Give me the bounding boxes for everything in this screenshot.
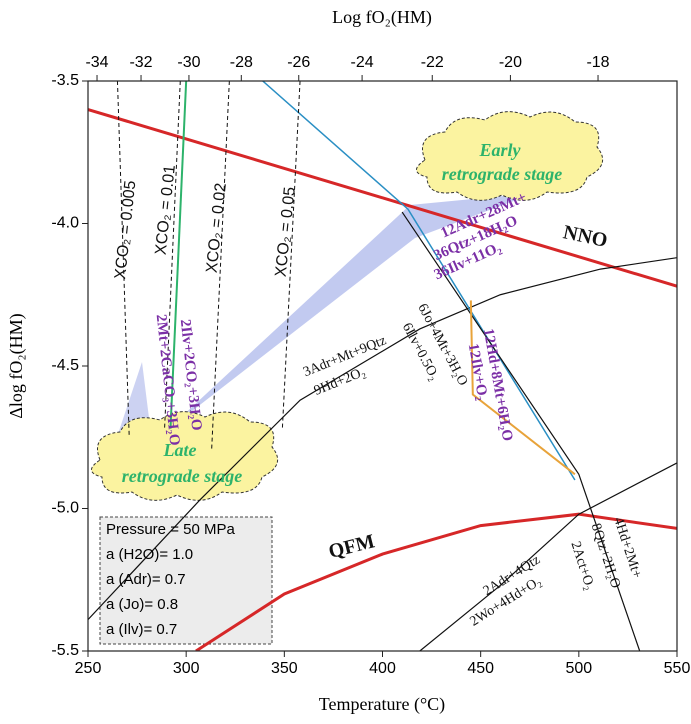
y-tick-label: -5.0 [51,500,79,517]
x-tick-label: 350 [271,660,298,677]
x2-tick-label: -24 [351,54,374,71]
annotation: XCO₂ = 0.05 [273,186,299,278]
boundary-line [164,81,181,429]
x2-axis-title: Log fO₂(HM) [332,7,432,28]
annotation: Late [163,440,197,460]
x-axis-title: Temperature (°C) [319,694,445,715]
x2-tick-label: -30 [177,54,200,71]
x-tick-label: 550 [664,660,691,677]
boundary-line [195,512,677,651]
x-tick-label: 250 [75,660,102,677]
condition-text: a (Adr)= 0.7 [106,571,186,588]
boundary-line [169,81,188,429]
y-tick-label: -5.5 [51,642,79,659]
conditions-box [99,516,273,645]
boundary-line [88,108,677,288]
x-tick-label: 300 [173,660,200,677]
annotation: retrograde stage [442,164,563,184]
boundary-line [262,81,576,481]
annotation: NNO [561,221,609,252]
x-tick-label: 400 [369,660,396,677]
y-tick-label: -4.5 [51,357,79,374]
boundary-line [401,211,641,651]
annotation: XCO₂ = 0.02 [204,182,230,274]
annotation: Early [478,140,521,160]
x2-tick-label: -18 [586,54,609,71]
boundary-line [116,81,130,438]
x2-tick-label: -26 [287,54,310,71]
boundary-line [211,81,230,449]
condition-text: a (Jo)= 0.8 [106,596,178,613]
x-tick-label: 450 [467,660,494,677]
y-axis-title: Δlog fO₂(HM) [6,313,27,418]
boundary-line [419,462,677,651]
x2-tick-label: -32 [129,54,152,71]
x2-tick-label: -34 [85,54,108,71]
cloud [91,111,604,501]
y-tick-label: -4.0 [51,215,79,232]
annotation: retrograde stage [122,466,243,486]
boundary-line [469,300,576,476]
condition-text: Pressure = 50 MPa [106,521,235,538]
x2-tick-label: -22 [421,54,444,71]
x2-tick-label: -20 [499,54,522,71]
y-tick-label: -3.5 [51,72,79,89]
annotation: XCO₂ = 0.005 [112,180,139,280]
boundary-line [281,81,301,429]
condition-text: a (H2O)= 1.0 [106,546,193,563]
annotation: 2Act+O₂ [567,540,597,592]
boundary-line [88,257,677,621]
x-tick-label: 500 [565,660,592,677]
annotation: XCO₂ = 0.01 [153,164,179,256]
condition-text: a (Ilv)= 0.7 [106,621,177,638]
x2-tick-label: -28 [230,54,253,71]
